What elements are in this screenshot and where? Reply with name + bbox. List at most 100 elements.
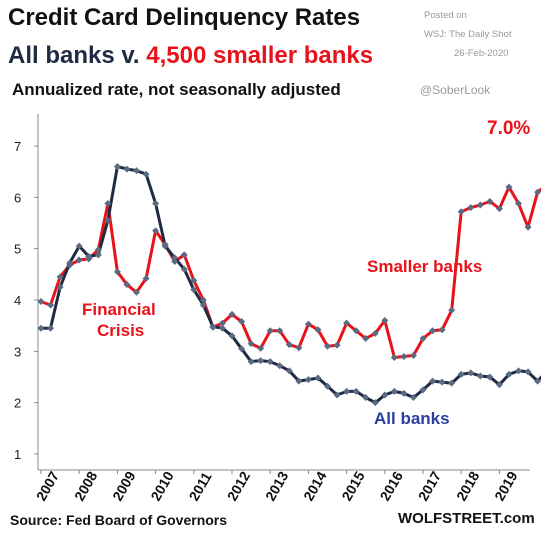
all-banks-point xyxy=(324,382,331,390)
all-banks-point xyxy=(180,265,188,273)
smaller-banks-point xyxy=(142,274,150,282)
x-tick-label: 2007 xyxy=(33,468,63,503)
smaller-banks-point xyxy=(304,320,312,328)
all-banks-point xyxy=(371,399,379,407)
smaller-banks-point xyxy=(47,301,55,309)
all-banks-point xyxy=(476,372,484,380)
x-tick-label: 2014 xyxy=(300,468,330,503)
subtitle-smaller-banks: 4,500 smaller banks xyxy=(146,42,374,69)
smaller-banks-point xyxy=(104,199,112,207)
smaller-banks-point xyxy=(495,205,503,213)
x-tick-label: 2016 xyxy=(377,468,407,503)
smaller-banks-point xyxy=(37,298,45,306)
y-tick-label: 4 xyxy=(14,293,21,308)
smaller-banks-point xyxy=(486,197,494,205)
all-banks-point xyxy=(448,379,456,387)
chart-annotation: Annualized rate, not seasonally adjusted xyxy=(12,80,341,99)
smaller-banks-point xyxy=(171,258,179,265)
all-banks-point xyxy=(199,301,207,309)
smaller-banks-point xyxy=(94,246,102,254)
smaller-banks-point xyxy=(333,341,341,349)
all-banks-point xyxy=(381,391,389,399)
y-tick-label: 5 xyxy=(14,242,21,257)
all-banks-point xyxy=(190,286,198,294)
smaller-banks-point xyxy=(362,335,370,342)
y-tick-label: 6 xyxy=(14,190,21,205)
smaller-banks-point xyxy=(199,296,207,304)
all-banks-point xyxy=(94,251,102,259)
all-banks-point xyxy=(400,389,408,397)
all-banks-point xyxy=(171,254,179,262)
x-tick-label: 2008 xyxy=(71,468,101,503)
smaller-banks-point xyxy=(123,281,131,289)
all-banks-point xyxy=(343,387,351,395)
all-banks-point xyxy=(495,381,503,389)
x-tick-label: 2015 xyxy=(338,468,368,503)
all-banks-point xyxy=(133,167,140,175)
smaller-banks-point xyxy=(190,276,198,284)
all-banks-point xyxy=(486,373,494,381)
all-banks-point xyxy=(524,368,532,376)
source-note: Source: Fed Board of Governors xyxy=(10,512,228,528)
all-banks-point xyxy=(390,387,398,395)
all-banks-line xyxy=(41,165,541,405)
smaller-banks-point xyxy=(266,327,274,335)
x-tick-label: 2010 xyxy=(147,468,177,503)
smaller-banks-point xyxy=(180,251,188,259)
annotation-financial: Financial xyxy=(82,300,156,319)
all-banks-point xyxy=(47,324,55,332)
smaller-banks-point xyxy=(295,344,303,352)
smaller-banks-point xyxy=(152,227,160,235)
smaller-banks-point xyxy=(457,208,465,216)
smaller-banks-point xyxy=(324,342,331,350)
smaller-banks-point xyxy=(429,327,437,335)
all-banks-point xyxy=(56,283,64,291)
all-banks-point xyxy=(457,370,465,378)
smaller-banks-point xyxy=(534,188,541,196)
smaller-banks-point xyxy=(419,335,427,342)
smaller-banks-point xyxy=(381,317,389,325)
smaller-banks-point xyxy=(218,319,226,327)
smaller-banks-point xyxy=(476,201,484,209)
smaller-banks-point xyxy=(343,319,351,327)
brand-logo: WOLFSTREET.com xyxy=(398,510,535,527)
all-banks-point xyxy=(123,165,131,173)
x-tick-label: 2018 xyxy=(453,468,483,503)
y-tick-label: 3 xyxy=(14,344,21,359)
smaller-banks-point xyxy=(448,306,456,314)
y-tick-label: 7 xyxy=(14,139,21,154)
smaller-banks-point xyxy=(228,310,236,318)
x-tick-label: 2013 xyxy=(262,468,292,503)
chart-subtitle: All banks v. 4,500 smaller banks xyxy=(8,42,373,70)
all-banks-point xyxy=(276,362,284,370)
all-banks-point xyxy=(534,377,541,385)
all-banks-point xyxy=(209,323,217,331)
all-banks-point xyxy=(66,259,74,267)
smaller-banks-point xyxy=(276,327,284,335)
annotation-smaller-banks: Smaller banks xyxy=(367,257,482,276)
twitter-handle: @SoberLook xyxy=(420,83,491,97)
annotation-last-value: 7.0% xyxy=(487,118,530,139)
all-banks-point xyxy=(505,370,513,378)
all-banks-point xyxy=(266,358,274,366)
posted-on-label: Posted on xyxy=(424,10,467,21)
smaller-banks-point xyxy=(257,344,265,352)
x-tick-label: 2017 xyxy=(415,468,445,503)
all-banks-point xyxy=(362,394,370,402)
annotation-crisis: Crisis xyxy=(97,321,144,340)
smaller-banks-point xyxy=(409,351,417,359)
posted-date: 26-Feb-2020 xyxy=(454,48,509,59)
all-banks-point xyxy=(515,367,522,375)
smaller-banks-point xyxy=(75,256,83,264)
smaller-banks-point xyxy=(56,273,64,281)
smaller-banks-point xyxy=(113,268,121,276)
all-banks-point xyxy=(467,369,475,377)
smaller-banks-point xyxy=(524,223,532,231)
smaller-banks-point xyxy=(515,199,522,207)
all-banks-point xyxy=(75,242,83,250)
y-tick-label: 2 xyxy=(14,396,21,411)
x-tick-label: 2011 xyxy=(186,469,215,503)
smaller-banks-point xyxy=(314,326,322,334)
all-banks-point xyxy=(247,358,255,366)
